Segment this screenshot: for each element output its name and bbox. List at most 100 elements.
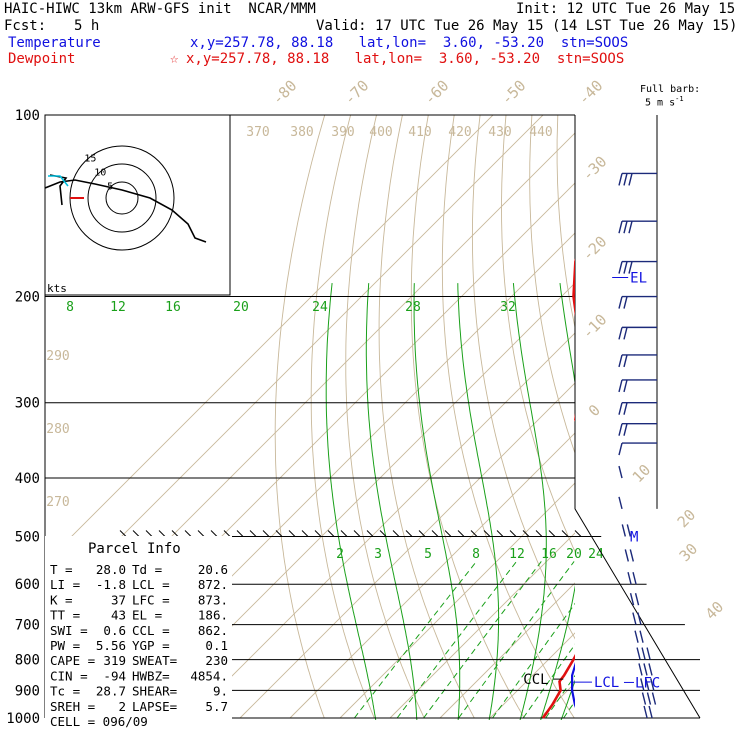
dry-adiabat-line	[378, 115, 475, 719]
lfc-label: LFC	[635, 675, 660, 691]
dry-adiabat-line	[274, 115, 326, 719]
wind-barb-flag	[618, 402, 623, 415]
ccl-label: CCL	[523, 672, 548, 688]
parcel-param-value: 2	[118, 699, 126, 714]
wind-barb-flag	[618, 379, 623, 393]
hatch-mark	[457, 530, 465, 537]
init-time: Init: 12 UTC Tue 26 May 15	[516, 1, 736, 17]
hatch-mark	[535, 530, 543, 537]
hodograph-ring-label: 15	[84, 153, 96, 164]
mixing-ratio-label: 3	[374, 547, 382, 562]
wind-barb-flag	[646, 647, 651, 660]
parcel-param-value: 20.6	[198, 562, 228, 577]
theta-label: 410	[408, 125, 431, 140]
moist-adiabat-label: 24	[312, 300, 328, 315]
theta-label: 380	[290, 125, 313, 140]
hatch-mark	[509, 530, 517, 537]
valid-time: Valid: 17 UTC Tue 26 May 15 (14 LST Tue …	[316, 18, 738, 34]
parcel-param-label: HWBZ=	[132, 668, 170, 683]
wind-barb-flag	[632, 572, 637, 585]
wind-barb-flag	[624, 549, 629, 562]
parcel-param-value: 862.	[198, 623, 228, 638]
wind-barb-flag	[650, 678, 655, 691]
hatch-mark	[223, 530, 231, 537]
moist-adiabat-line	[457, 283, 500, 720]
hatch-mark	[574, 530, 582, 537]
lcl-label: LCL	[594, 675, 619, 691]
wind-barb-flag	[623, 296, 628, 309]
moist-adiabat-label: 28	[405, 300, 421, 315]
wind-barb-flag	[618, 442, 623, 456]
wind-barb-flag	[618, 354, 623, 368]
parcel-param-label: LCL =	[132, 577, 170, 592]
wind-barb-flag	[626, 524, 631, 537]
mixing-ratio-label: 2	[336, 547, 344, 562]
dry-adiabat-line	[713, 115, 740, 718]
wind-barb-flag	[641, 692, 647, 705]
hodograph-ring-label: 10	[94, 167, 106, 178]
parcel-param-value: -1.8	[96, 577, 126, 592]
dry-adiabat-line	[610, 115, 740, 718]
hodograph-ring	[105, 181, 139, 215]
isotherm-line	[45, 115, 544, 614]
pressure-tick-label: 200	[15, 290, 40, 306]
pressure-tick-label: 100	[15, 108, 40, 124]
parcel-param-label: LI =	[50, 577, 80, 592]
parcel-cell: CELL = 096/09	[50, 714, 148, 729]
parcel-param-label: Tc =	[50, 684, 80, 699]
dry-adiabat-line	[310, 115, 375, 719]
wind-barb-flag	[628, 261, 633, 274]
parcel-param-value: 43	[111, 608, 126, 623]
isotherm-label: 40	[702, 598, 728, 624]
isotherm-label: 20	[674, 506, 700, 532]
parcel-param-value: 873.	[198, 592, 228, 607]
dry-adiabat-line	[661, 115, 740, 718]
pressure-tick-label: 800	[15, 653, 40, 669]
hatch-mark	[249, 530, 257, 537]
parcel-param-value: 319	[103, 653, 126, 668]
wind-barb-flag	[628, 173, 633, 186]
wind-barb-flag	[637, 612, 642, 625]
barb-legend-unit-text: 5 m s	[645, 97, 676, 109]
m-label: M	[630, 529, 638, 545]
parcel-param-value: 186.	[198, 608, 228, 623]
parcel-param-value: 0.6	[103, 623, 126, 638]
hatch-mark	[184, 530, 192, 537]
isotherm-line	[640, 115, 740, 718]
hatch-mark	[418, 530, 426, 537]
hatch-mark	[431, 530, 439, 537]
wind-barb-flag	[618, 423, 623, 436]
moist-adiabat-line	[325, 283, 377, 720]
hatch-mark	[119, 530, 127, 537]
isotherm-label: -60	[421, 77, 453, 109]
dewpoint-profile	[541, 258, 575, 719]
parcel-param-label: LFC =	[132, 592, 170, 607]
parcel-param-label: EL =	[132, 608, 162, 623]
moist-adiabat-label: 16	[165, 300, 181, 315]
wind-barb-flag	[618, 296, 623, 309]
parcel-param-label: Td =	[132, 562, 162, 577]
moist-adiabat-label: 8	[66, 300, 74, 315]
isotherm-label: 30	[676, 540, 702, 566]
dry-adiabat-line	[501, 115, 575, 553]
isotherm-line	[339, 482, 575, 719]
pressure-tick-label: 700	[15, 618, 40, 634]
hatch-mark	[158, 530, 166, 537]
hodograph-frame	[44, 114, 231, 296]
parcel-param-label: SHEAR=	[132, 684, 177, 699]
moist-adiabat-line	[365, 283, 418, 720]
parcel-param-label: SREH =	[50, 699, 95, 714]
mixing-ratio-label: 24	[588, 547, 604, 562]
fcst-value: 5 h	[74, 18, 100, 34]
temperature-legend-info: x,y=257.78, 88.18 lat,lon= 3.60, -53.20 …	[190, 35, 629, 51]
mixing-ratio-label: 20	[566, 547, 582, 562]
hodograph-surface-segment	[48, 175, 69, 187]
isotherm-label: -40	[575, 77, 607, 109]
mixing-ratio-line	[545, 674, 575, 719]
isotherm-label: -20	[579, 233, 611, 265]
wind-barb-flag	[628, 221, 633, 234]
wind-barb-flag	[623, 402, 628, 415]
wind-barb-flag	[646, 692, 652, 705]
hatch-mark	[405, 530, 413, 537]
parcel-param-value: 5.56	[96, 638, 126, 653]
